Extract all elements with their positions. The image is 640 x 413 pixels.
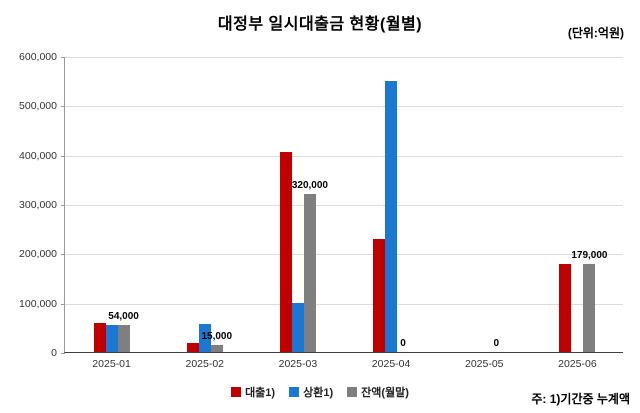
legend-item: 상환1) xyxy=(289,384,333,400)
x-tick-label: 2025-06 xyxy=(558,358,597,370)
data-label: 179,000 xyxy=(571,249,608,261)
unit-label: (단위:억원) xyxy=(567,26,624,40)
gridline xyxy=(65,303,623,305)
legend-swatch xyxy=(231,387,242,397)
x-tick-label: 2025-05 xyxy=(464,358,504,370)
chart-title: 대정부 일시대출금 현황(월별) xyxy=(217,16,423,33)
bar xyxy=(117,325,130,352)
bar xyxy=(291,302,304,352)
data-label: 54,000 xyxy=(108,311,139,323)
y-tick-label: 500,000 xyxy=(19,100,57,113)
x-tick-label: 2025-01 xyxy=(92,358,131,370)
legend-label: 대출1) xyxy=(245,387,276,399)
bar xyxy=(105,325,118,352)
y-tick-mark xyxy=(61,205,65,206)
x-tick-label: 2025-02 xyxy=(185,358,225,370)
gridline xyxy=(65,205,623,206)
y-tick-mark xyxy=(61,303,65,305)
legend-item: 대출1) xyxy=(231,384,275,400)
y-tick-mark xyxy=(61,57,65,58)
bar xyxy=(303,194,316,352)
y-tick-label: 100,000 xyxy=(19,297,57,310)
legend-swatch xyxy=(289,387,300,397)
bar xyxy=(93,323,106,352)
y-tick-mark xyxy=(61,106,65,108)
y-tick-label: 200,000 xyxy=(19,248,57,261)
x-tick-label: 2025-04 xyxy=(371,358,411,370)
bar xyxy=(559,263,572,352)
bar xyxy=(279,152,292,352)
bar xyxy=(210,344,223,352)
y-tick-label: 600,000 xyxy=(19,51,57,63)
data-label: 15,000 xyxy=(201,330,233,342)
legend-swatch xyxy=(347,387,358,397)
legend-label: 상환1) xyxy=(303,387,334,399)
plot-area: 0 100,000 200,000 300,000 400,000 500,000 600,… xyxy=(19,51,623,370)
y-tick-label: 300,000 xyxy=(19,199,57,211)
bar xyxy=(373,238,386,352)
bar xyxy=(583,263,596,352)
y-tick-mark xyxy=(61,353,65,354)
gridline xyxy=(65,254,623,256)
legend: 대출1) 상환1) 잔액(월말) xyxy=(0,384,640,400)
legend-label: 잔액(월말) xyxy=(361,387,409,399)
y-tick-label: 0 xyxy=(51,347,57,359)
y-tick-mark xyxy=(61,254,65,256)
bar xyxy=(186,343,199,352)
bar xyxy=(385,80,398,352)
data-label: 0 xyxy=(493,338,500,349)
data-label: 0 xyxy=(400,338,406,349)
gridline xyxy=(65,155,623,157)
legend-item: 잔액(월말) xyxy=(347,384,409,400)
y-tick-label: 400,000 xyxy=(19,149,57,162)
gridline xyxy=(65,57,623,58)
y-tick-mark xyxy=(61,155,65,157)
x-tick-label: 2025-03 xyxy=(278,358,318,370)
gridline xyxy=(65,106,623,108)
bar xyxy=(198,323,211,352)
data-label: 320,000 xyxy=(291,180,328,192)
footnote: 주: 1)기간중 누계액 xyxy=(531,392,630,406)
